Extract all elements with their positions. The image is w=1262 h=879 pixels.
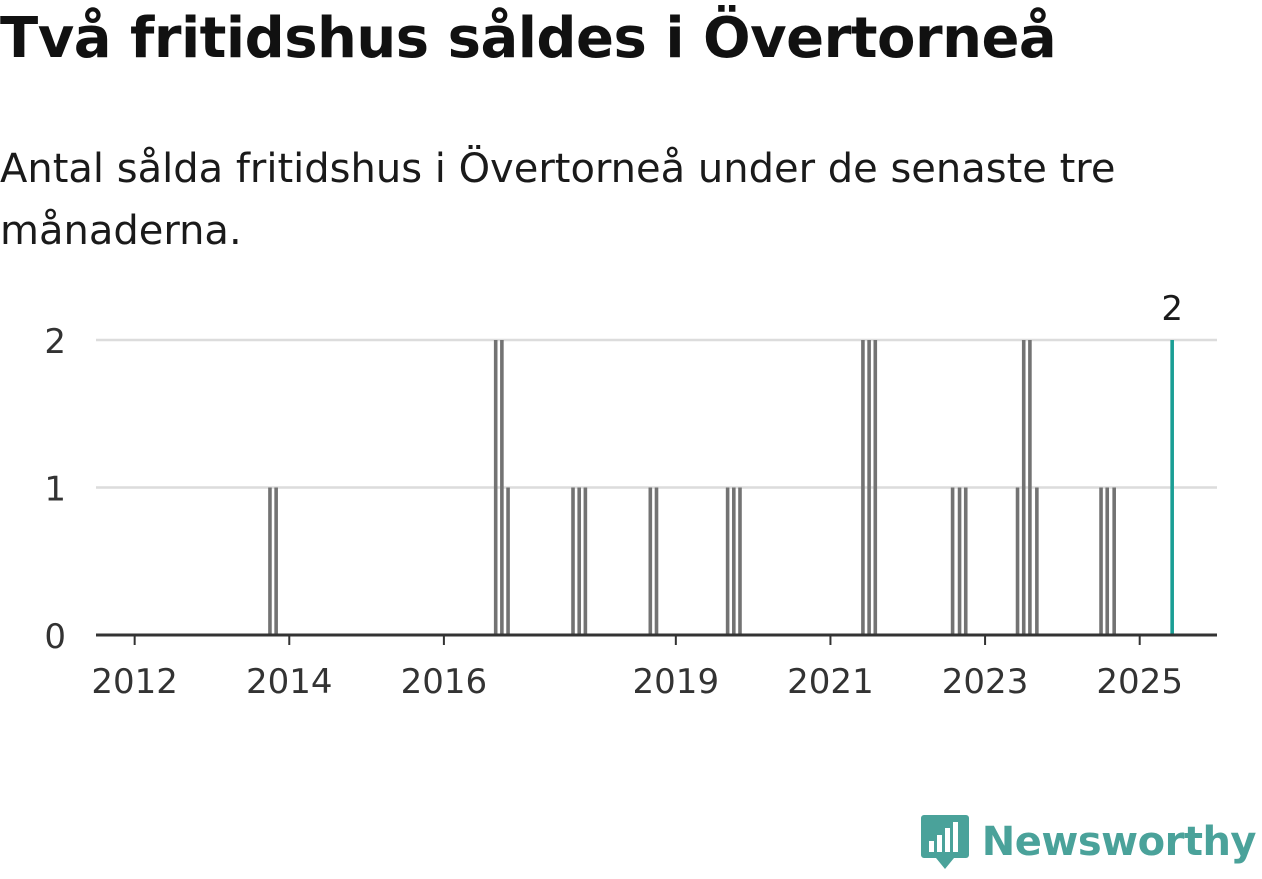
bar-0 [268, 487, 272, 635]
x-tick-label-2012: 2012 [91, 662, 178, 702]
bar-24 [1105, 487, 1110, 635]
grid-lines [96, 338, 1217, 489]
bar-17 [957, 487, 962, 635]
highlight-bar [1170, 340, 1174, 635]
bar-chart-speech-bubble-icon [920, 815, 969, 869]
x-tick-label-2016: 2016 [401, 662, 488, 702]
bar-3 [500, 340, 504, 635]
bar-18 [963, 487, 968, 635]
bar-19 [1015, 487, 1020, 635]
bar-13 [861, 340, 865, 635]
bar-9 [654, 487, 659, 635]
bar-23 [1099, 487, 1103, 635]
bars [268, 340, 1174, 635]
brand-name: Newsworthy [981, 819, 1257, 865]
x-tick-label-2021: 2021 [787, 662, 874, 702]
highlight-value-label: 2 [1161, 289, 1183, 329]
bar-5 [571, 487, 575, 635]
bar-1 [274, 487, 278, 635]
bar-6 [577, 487, 581, 635]
y-axis-tick-labels: 0 1 2 [44, 322, 66, 657]
x-tick-label-2023: 2023 [942, 662, 1029, 702]
bar-10 [725, 487, 730, 635]
bar-12 [738, 487, 742, 635]
y-tick-label-0: 0 [44, 617, 66, 657]
bar-chart: 0 1 2 2012 2014 2016 2019 2021 2023 2025 2 [44, 289, 1217, 702]
bar-25 [1112, 487, 1116, 635]
chart-subtitle: Antal sålda fritidshus i Övertorneå unde… [0, 146, 1116, 254]
brand-logo: Newsworthy [920, 813, 1257, 871]
x-tick-label-2019: 2019 [633, 662, 720, 702]
bar-4 [506, 487, 510, 635]
bar-14 [867, 340, 871, 635]
bar-7 [583, 487, 588, 635]
bar-15 [873, 340, 878, 635]
bar-16 [950, 487, 955, 635]
chart-title: Två fritidshus såldes i Övertorneå [0, 6, 1057, 71]
annotations: 2 [1161, 289, 1183, 329]
bar-22 [1035, 487, 1039, 635]
bar-11 [732, 487, 736, 635]
x-tick-label-2025: 2025 [1096, 662, 1183, 702]
y-tick-label-2: 2 [44, 322, 66, 362]
bar-2 [493, 340, 498, 635]
bar-21 [1028, 340, 1032, 635]
x-tick-label-2014: 2014 [246, 662, 333, 702]
x-axis [96, 633, 1217, 645]
y-tick-label-1: 1 [44, 470, 66, 510]
bar-8 [648, 487, 653, 635]
bar-20 [1021, 340, 1026, 635]
x-axis-tick-labels: 2012 2014 2016 2019 2021 2023 2025 [91, 662, 1183, 702]
